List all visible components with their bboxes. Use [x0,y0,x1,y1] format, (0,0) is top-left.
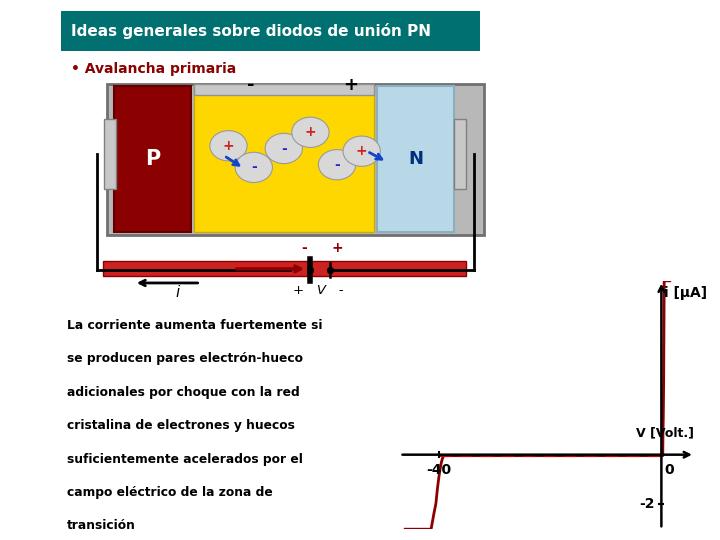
Text: se producen pares electrón-hueco: se producen pares electrón-hueco [68,352,303,365]
FancyBboxPatch shape [194,86,374,232]
Text: • Avalancha primaria: • Avalancha primaria [71,62,236,76]
Circle shape [343,136,380,166]
Text: +: + [343,76,358,94]
FancyBboxPatch shape [377,86,454,232]
Circle shape [318,150,356,180]
Circle shape [210,131,247,161]
Text: -: - [281,141,287,156]
Text: 0: 0 [665,463,675,477]
Text: +   V   -: + V - [293,284,343,297]
Text: i: i [175,285,179,300]
Circle shape [235,152,272,183]
FancyBboxPatch shape [104,119,116,189]
FancyBboxPatch shape [60,11,480,51]
Text: DIODOS DE POTENCIA: DIODOS DE POTENCIA [20,386,34,532]
Text: Ideas generales sobre diodos de unión PN: Ideas generales sobre diodos de unión PN [71,23,431,39]
Text: N: N [408,150,423,168]
FancyBboxPatch shape [107,84,484,235]
Text: transición: transición [68,519,136,532]
FancyBboxPatch shape [114,86,191,232]
Text: cristalina de electrones y huecos: cristalina de electrones y huecos [68,419,295,432]
Text: -: - [247,76,254,94]
Text: La corriente aumenta fuertemente si: La corriente aumenta fuertemente si [68,319,323,332]
Circle shape [292,117,329,147]
Text: i [μA]: i [μA] [664,286,707,300]
Text: adicionales por choque con la red: adicionales por choque con la red [68,386,300,399]
FancyBboxPatch shape [103,261,466,276]
Text: +: + [356,144,367,158]
Text: P: P [145,149,160,170]
Text: V [Volt.]: V [Volt.] [636,427,693,440]
Text: -: - [301,241,307,255]
Text: suficientemente acelerados por el: suficientemente acelerados por el [68,453,303,465]
FancyBboxPatch shape [454,119,466,189]
Text: +: + [222,139,234,153]
Text: -: - [334,158,340,172]
Text: -40: -40 [426,463,451,477]
Text: -2: -2 [639,497,654,511]
Circle shape [265,133,302,164]
Text: +: + [331,241,343,255]
Text: +: + [305,125,316,139]
Text: campo eléctrico de la zona de: campo eléctrico de la zona de [68,486,273,499]
FancyBboxPatch shape [194,84,374,94]
Text: -: - [251,160,256,174]
